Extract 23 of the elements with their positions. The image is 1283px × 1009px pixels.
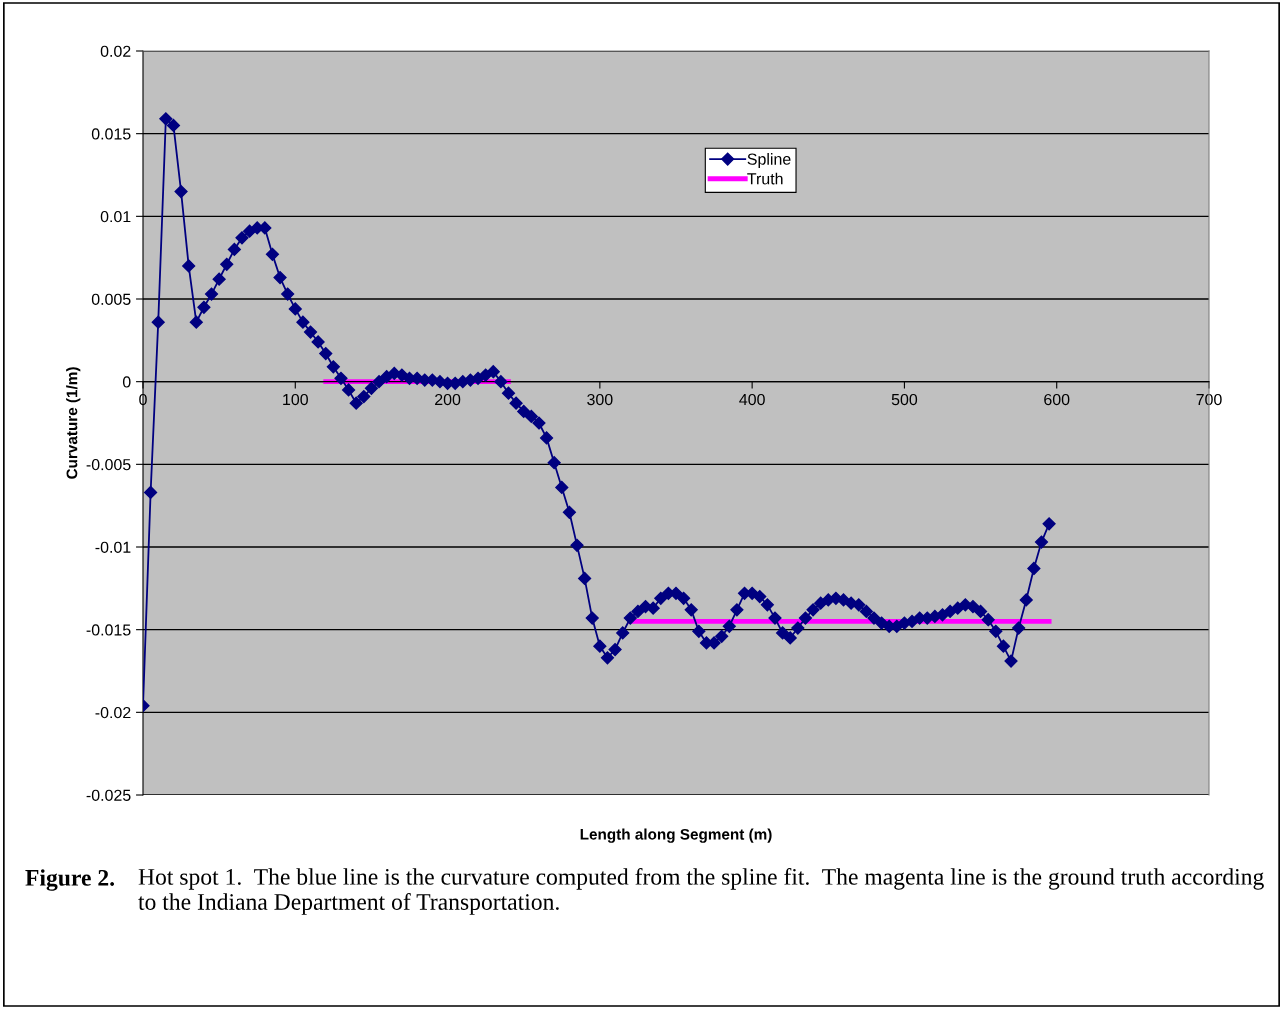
y-tick-label: 0.02 — [100, 45, 131, 57]
y-tick-label: -0.01 — [95, 541, 131, 553]
x-tick-label: 200 — [435, 393, 461, 406]
x-tick-label: 600 — [1044, 393, 1070, 406]
y-tick-label: 0.005 — [91, 293, 131, 305]
caption: Figure 2. — [25, 869, 115, 891]
y-tick-label: -0.015 — [86, 624, 131, 636]
y-axis-title: Curvature (1/m) — [66, 367, 81, 479]
x-tick-label: 400 — [739, 393, 765, 406]
y-tick-label: -0.025 — [86, 789, 131, 801]
y-tick-label: 0 — [122, 376, 131, 388]
x-tick-label: 700 — [1196, 393, 1222, 406]
y-tick-label: -0.005 — [86, 458, 131, 471]
x-tick-label: 100 — [283, 393, 308, 406]
legend-label: Truth — [747, 172, 783, 185]
y-tick-label: 0.01 — [100, 210, 131, 223]
y-tick-label: 0.015 — [91, 128, 131, 140]
x-axis-title: Length along Segment (m) — [580, 828, 772, 843]
legend-label: Spline — [747, 153, 791, 168]
x-tick-label: 300 — [587, 393, 613, 406]
text: Hot spot 1. The blue line is the curvature computed from the spline fit. The magenta line is the ground truth according to the Indiana Department of Transportation. — [138, 868, 1264, 915]
x-tick-label: 500 — [891, 393, 918, 406]
y-tick-label: -0.02 — [95, 706, 131, 719]
